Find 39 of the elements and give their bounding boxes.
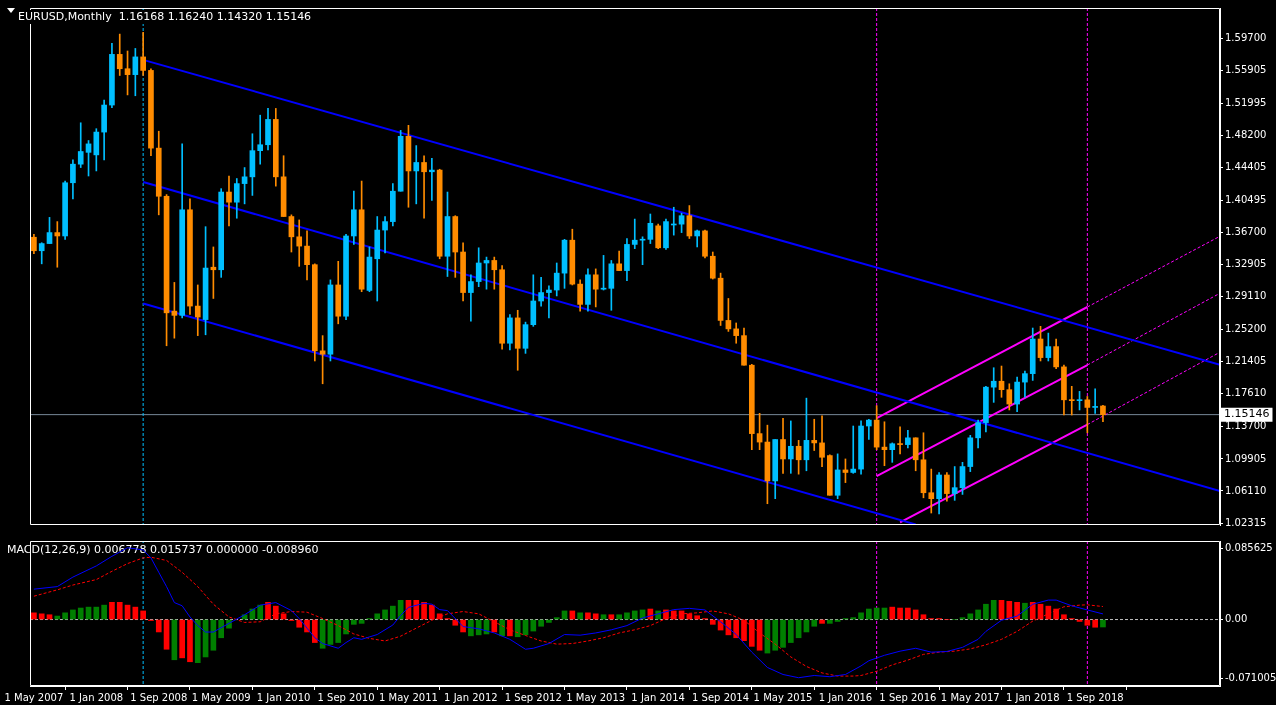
x-tick-label: 1 Sep 2012: [504, 691, 562, 703]
y-tick-label: 1.02315: [1225, 516, 1267, 528]
x-tick-label: 1 Sep 2014: [692, 691, 750, 703]
y-tick-label: 1.51995: [1225, 97, 1267, 108]
y-tick-label: 1.59700: [1225, 31, 1267, 43]
x-tick-label: 1 May 2007: [4, 691, 64, 703]
y-tick-label: 0.00: [1225, 613, 1248, 625]
x-tick-label: 1 May 2015: [753, 691, 813, 703]
y-tick-label: 1.48200: [1225, 129, 1267, 141]
y-tick-label: 1.21405: [1225, 355, 1267, 367]
x-tick-label: 1 May 2013: [566, 691, 626, 703]
x-tick-label: 1 Jan 2014: [631, 691, 685, 703]
y-tick-label: 1.36700: [1225, 226, 1267, 238]
y-tick-label: 1.17610: [1225, 387, 1267, 399]
y-tick-label: 1.13700: [1225, 420, 1267, 432]
x-tick-label: 1 May 2017: [940, 691, 1000, 703]
y-tick-label: 1.55905: [1225, 63, 1267, 75]
x-tick-label: 1 Jan 2008: [69, 691, 124, 703]
x-tick-label: 1 May 2011: [379, 691, 438, 703]
x-tick-label: 1 Jan 2016: [818, 691, 873, 703]
x-tick-label: 1 May 2009: [191, 691, 251, 703]
x-tick-label: 1 Sep 2016: [879, 691, 937, 703]
x-tick-label: 1 Sep 2018: [1066, 691, 1124, 703]
ref-line-label: 1.15146: [1224, 407, 1270, 421]
x-tick-label: 1 Jan 2010: [256, 691, 311, 703]
y-tick-label: 1.25200: [1225, 323, 1267, 335]
chart-title: EURUSD,Monthly 1.16168 1.16240 1.14320 1.15146: [18, 9, 312, 23]
y-tick-label: 0.085625: [1225, 542, 1273, 554]
y-tick-label: -0.071005: [1225, 671, 1276, 683]
y-tick-label: 1.40495: [1225, 194, 1267, 206]
y-tick-label: 1.06110: [1225, 484, 1267, 496]
y-tick-label: 1.09905: [1225, 452, 1267, 464]
x-tick-label: 1 Jan 2012: [444, 691, 498, 703]
y-tick-label: 1.32905: [1225, 258, 1267, 270]
x-tick-label: 1 Jan 2018: [1005, 691, 1060, 703]
x-tick-label: 1 Sep 2008: [130, 691, 188, 703]
y-tick-label: 1.29110: [1225, 290, 1267, 302]
y-tick-label: 1.44405: [1225, 161, 1267, 173]
x-tick-label: 1 Sep 2010: [317, 691, 375, 703]
